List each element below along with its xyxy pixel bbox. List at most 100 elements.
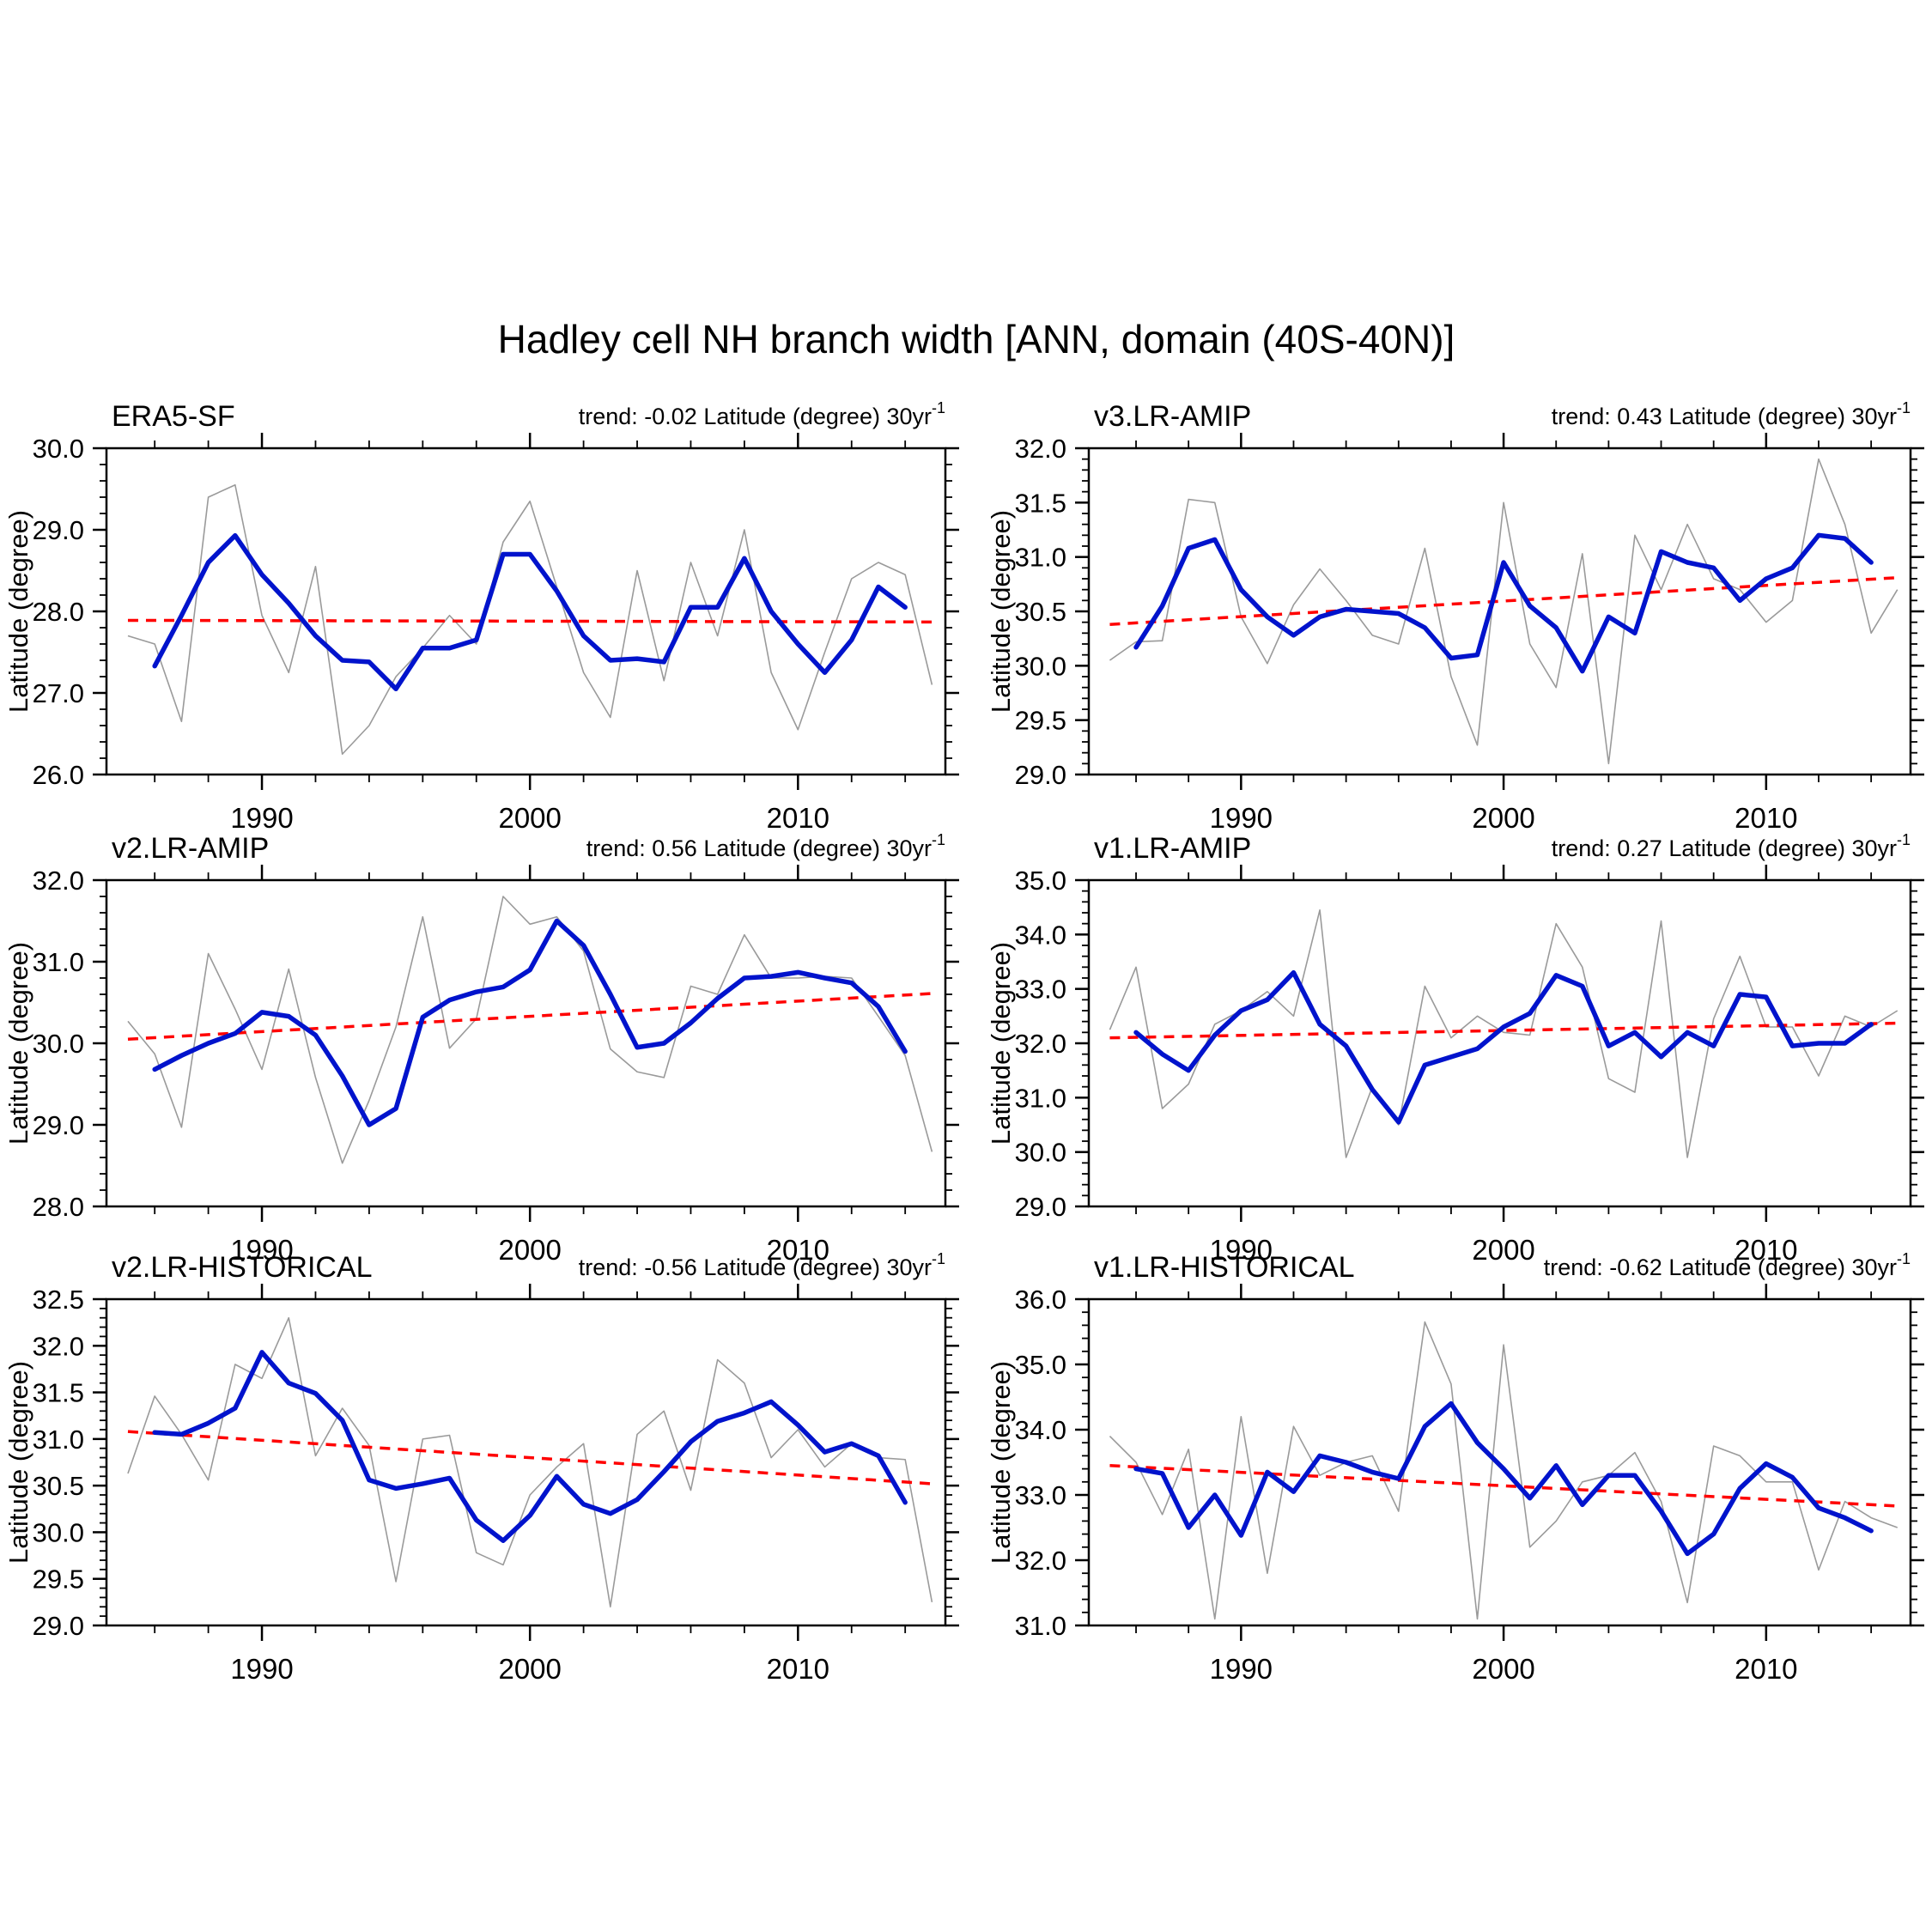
plot-frame [1087, 447, 1912, 776]
y-tick-label: 35.0 [1015, 1350, 1066, 1380]
x-tick-label: 2000 [1472, 1653, 1534, 1685]
y-tick-label: 32.0 [33, 1331, 84, 1361]
trend-line [127, 1430, 933, 1485]
smoothed-series-line [1133, 1400, 1874, 1557]
y-tick-label: 30.0 [33, 1029, 84, 1059]
plot-frame [1087, 878, 1912, 1208]
x-tick-label: 2010 [1735, 802, 1797, 834]
x-tick-label: 2010 [1735, 1234, 1797, 1266]
y-tick-label: 29.0 [33, 1611, 84, 1641]
y-tick-label: 33.0 [1015, 975, 1066, 1005]
x-tick-label: 2010 [767, 1234, 829, 1266]
y-axis-ticks [1075, 447, 1924, 776]
panel-title: v2.LR-AMIP [112, 832, 269, 865]
x-tick-label: 2010 [767, 802, 829, 834]
y-tick-label: 30.5 [1015, 597, 1066, 627]
panel-title: ERA5-SF [112, 400, 235, 433]
panel-v2-lr-historical: v2.LR-HISTORICAL trend: -0.56 Latitude (d… [3, 1250, 959, 1685]
trend-line [1109, 575, 1898, 626]
x-tick-label: 1990 [230, 1653, 293, 1685]
y-axis-ticks [93, 878, 959, 1208]
plot-frame [1087, 1297, 1912, 1627]
y-tick-label: 34.0 [1015, 1415, 1066, 1445]
y-tick-label: 31.5 [1015, 488, 1066, 518]
trend-annotation: trend: 0.27 Latitude (degree) 30yr-1 [1552, 831, 1911, 861]
panel-era5-sf: ERA5-SF trend: -0.02 Latitude (degree) 30… [3, 399, 959, 834]
y-tick-label: 29.0 [33, 515, 84, 545]
panel-v1-lr-amip: v1.LR-AMIP trend: 0.27 Latitude (degree) … [986, 831, 1924, 1266]
smoothed-series-line [1133, 969, 1874, 1125]
raw-series-line [1109, 1321, 1898, 1620]
y-tick-label: 30.0 [33, 1517, 84, 1547]
y-axis-title: Latitude (degree) [3, 942, 33, 1145]
x-tick-label: 2000 [498, 1653, 561, 1685]
panel-v2-lr-amip: v2.LR-AMIP trend: 0.56 Latitude (degree) … [3, 831, 959, 1266]
y-tick-label: 32.0 [1015, 434, 1066, 464]
trend-annotation: trend: 0.56 Latitude (degree) 30yr-1 [586, 831, 945, 861]
panel-v1-lr-historical: v1.LR-HISTORICAL trend: -0.62 Latitude (d… [986, 1250, 1924, 1685]
raw-series-line [127, 1316, 933, 1608]
y-tick-label: 31.0 [1015, 1611, 1066, 1641]
panel-title: v3.LR-AMIP [1094, 400, 1251, 433]
y-tick-label: 32.0 [1015, 1546, 1066, 1576]
panel-title: v1.LR-AMIP [1094, 832, 1251, 865]
y-axis-ticks [93, 447, 959, 776]
x-tick-label: 2000 [498, 1234, 561, 1266]
y-axis-ticks [93, 1297, 959, 1627]
y-axis-ticks [1075, 1297, 1924, 1627]
y-tick-label: 32.5 [33, 1285, 84, 1315]
trend-annotation: trend: 0.43 Latitude (degree) 30yr-1 [1552, 399, 1911, 429]
trend-line [1109, 1464, 1898, 1508]
trend-line [1109, 1021, 1898, 1040]
x-axis-ticks [154, 433, 907, 790]
y-tick-label: 31.0 [1015, 543, 1066, 573]
plot-frame [105, 447, 947, 776]
y-tick-label: 30.0 [1015, 651, 1066, 681]
x-tick-label: 2000 [1472, 1234, 1534, 1266]
panel-title: v2.LR-HISTORICAL [112, 1251, 373, 1284]
x-tick-label: 1990 [1210, 1653, 1273, 1685]
raw-series-line [1109, 909, 1899, 1158]
y-tick-label: 28.0 [33, 1192, 84, 1222]
trend-annotation: trend: -0.02 Latitude (degree) 30yr-1 [579, 399, 945, 429]
plot-frame [105, 878, 947, 1208]
y-tick-label: 29.0 [33, 1110, 84, 1140]
y-tick-label: 30.0 [33, 434, 84, 464]
x-tick-label: 1990 [230, 802, 293, 834]
y-tick-label: 32.0 [33, 866, 84, 896]
smoothed-series-line [152, 532, 908, 691]
x-tick-label: 1990 [1210, 802, 1273, 834]
x-tick-label: 1990 [1210, 1234, 1273, 1266]
smoothed-series-line [1133, 532, 1874, 674]
y-tick-label: 31.0 [1015, 1083, 1066, 1113]
y-axis-title: Latitude (degree) [986, 510, 1016, 713]
y-axis-title: Latitude (degree) [3, 510, 33, 713]
x-tick-label: 2000 [498, 802, 561, 834]
smoothed-series-line [152, 918, 908, 1127]
y-tick-label: 31.0 [33, 947, 84, 977]
y-tick-label: 35.0 [1015, 866, 1066, 896]
y-tick-label: 31.0 [33, 1425, 84, 1455]
trend-annotation: trend: -0.56 Latitude (degree) 30yr-1 [579, 1250, 945, 1280]
y-tick-label: 30.0 [1015, 1138, 1066, 1168]
y-tick-label: 27.0 [33, 678, 84, 708]
y-tick-label: 29.0 [1015, 1192, 1066, 1222]
y-axis-title: Latitude (degree) [986, 1361, 1016, 1564]
plot-frame [105, 1297, 947, 1627]
y-axis-ticks [1075, 878, 1924, 1208]
y-tick-label: 30.5 [33, 1471, 84, 1501]
raw-series-line [1109, 458, 1899, 765]
x-axis-ticks [1135, 865, 1873, 1222]
x-axis-ticks [1135, 1284, 1873, 1641]
smoothed-series-line [152, 1350, 908, 1543]
x-tick-label: 2010 [1735, 1653, 1797, 1685]
y-tick-label: 29.0 [1015, 760, 1066, 790]
y-tick-label: 34.0 [1015, 920, 1066, 950]
x-tick-label: 1990 [230, 1234, 293, 1266]
x-axis-ticks [154, 1284, 907, 1641]
trend-annotation: trend: -0.62 Latitude (degree) 30yr-1 [1544, 1250, 1911, 1280]
trend-line [127, 992, 933, 1041]
y-axis-title: Latitude (degree) [3, 1361, 33, 1564]
